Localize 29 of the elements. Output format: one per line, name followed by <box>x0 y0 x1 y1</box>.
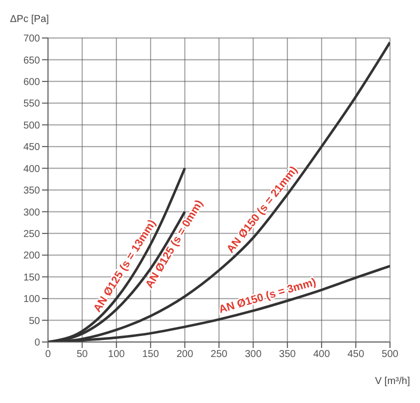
x-tick-label: 150 <box>142 349 160 360</box>
y-tick-label: 50 <box>28 316 40 327</box>
y-tick-label: 150 <box>23 272 40 284</box>
y-tick-label: 600 <box>23 76 40 88</box>
x-tick-label: 50 <box>76 349 88 360</box>
y-tick-label: 300 <box>23 207 40 218</box>
y-axis-title: ΔPc [Pa] <box>10 14 49 25</box>
y-tick-label: 400 <box>23 164 40 175</box>
y-tick-label: 500 <box>23 120 40 132</box>
y-tick-label: 100 <box>23 294 40 306</box>
x-tick-label: 350 <box>279 349 296 360</box>
x-tick-label: 250 <box>210 349 228 360</box>
y-tick-label: 650 <box>23 55 40 66</box>
y-tick-label: 250 <box>23 228 40 240</box>
y-tick-label: 550 <box>23 98 40 110</box>
x-tick-label: 200 <box>176 349 194 360</box>
x-axis-title: V [m³/h] <box>374 376 410 387</box>
x-tick-label: 500 <box>382 349 399 360</box>
x-tick-label: 300 <box>244 349 262 360</box>
y-tick-label: 0 <box>34 338 40 349</box>
y-tick-label: 450 <box>23 142 40 154</box>
y-tick-label: 700 <box>23 34 40 45</box>
y-tick-label: 350 <box>23 186 40 197</box>
text: AN Ø150 (s = 3mm) <box>218 276 318 316</box>
x-tick-label: 400 <box>313 349 330 360</box>
x-tick-label: 450 <box>347 349 365 360</box>
y-tick-label: 200 <box>23 250 40 262</box>
x-tick-label: 100 <box>108 349 126 360</box>
x-tick-label: 0 <box>45 349 52 360</box>
